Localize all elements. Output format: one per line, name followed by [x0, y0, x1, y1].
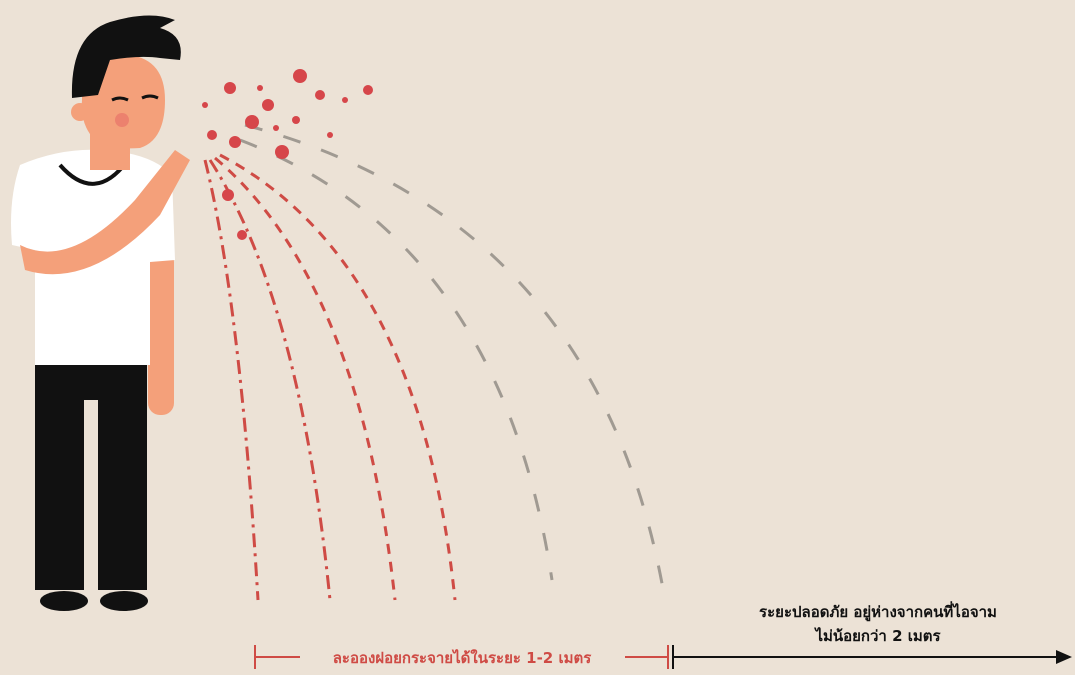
- shoe: [40, 591, 88, 611]
- cheek: [115, 113, 129, 127]
- trajectory: [219, 153, 457, 601]
- trajectory: [214, 156, 397, 601]
- droplet-range-label: ละอองฝอยกระจายได้ในระยะ 1-2 เมตร: [333, 648, 592, 667]
- safe-arrow: [672, 645, 1072, 669]
- ear: [71, 103, 89, 121]
- forearm: [20, 150, 190, 275]
- trajectory: [244, 123, 667, 601]
- droplets: [202, 69, 373, 240]
- safe-distance-line1: ระยะปลอดภัย อยู่ห่างจากคนที่ไอจาม: [759, 601, 997, 622]
- leg-gap: [84, 400, 98, 590]
- range-marker: [254, 645, 669, 669]
- eyes: [111, 94, 159, 102]
- trajectory: [208, 159, 332, 601]
- person: [11, 15, 190, 611]
- trajectory: [203, 159, 260, 601]
- arm: [148, 250, 174, 415]
- safe-distance-line2: ไม่น้อยกว่า 2 เมตร: [813, 626, 941, 645]
- hair: [71, 15, 181, 99]
- shoe: [100, 591, 148, 611]
- droplet-paths: [203, 123, 667, 601]
